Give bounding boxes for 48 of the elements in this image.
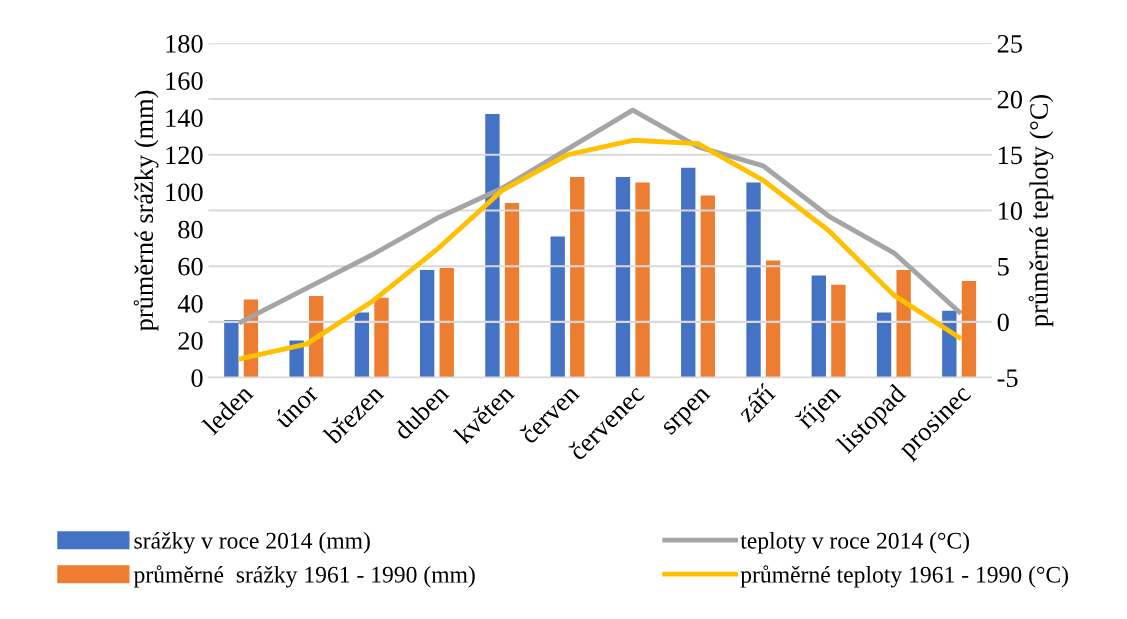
y2-axis-title: průměrné teploty (°C)	[1028, 94, 1054, 327]
bar	[224, 320, 239, 378]
legend-label: průměrné teploty 1961 - 1990 (°C)	[740, 565, 1068, 588]
bar	[700, 195, 716, 378]
y2-tick-label: 10	[998, 202, 1022, 220]
y2-tick-label: 20	[997, 90, 1022, 109]
bar	[635, 182, 650, 378]
bar	[811, 275, 826, 378]
bar	[615, 177, 631, 378]
bar	[896, 269, 911, 378]
bar	[504, 203, 520, 378]
bar	[439, 268, 454, 378]
bar	[485, 113, 500, 378]
bar	[354, 312, 370, 378]
x-tick-label: únor	[272, 382, 320, 430]
y-tick-label: 100	[166, 183, 203, 202]
y2-tick-label: 0	[997, 313, 1009, 332]
bar	[765, 260, 781, 378]
y2-tick-label: 5	[998, 258, 1009, 276]
bar	[681, 167, 696, 378]
bar	[374, 297, 389, 378]
y-tick-label: 0	[191, 369, 203, 388]
y-tick-label: 60	[178, 257, 203, 276]
y-tick-label: 80	[178, 220, 203, 239]
line-series	[238, 107, 962, 325]
y2-tick-label: 15	[998, 146, 1022, 165]
bar	[831, 284, 846, 378]
bar	[746, 182, 761, 378]
bar	[570, 177, 585, 378]
legend-label: srážky v roce 2014 (mm)	[134, 532, 370, 554]
bar	[942, 310, 957, 378]
y-tick-label: 120	[166, 146, 203, 165]
bar	[961, 281, 977, 378]
y-tick-label: 20	[178, 332, 203, 350]
y2-tick-label: 25	[997, 35, 1022, 53]
y2-tick-label: -5	[997, 369, 1018, 388]
y-tick-label: 160	[166, 72, 203, 90]
y-tick-label: 140	[166, 109, 203, 128]
y-axis-title: průměrné srážky (mm)	[133, 90, 159, 331]
bar	[876, 312, 892, 378]
bar	[550, 236, 565, 378]
y-tick-label: 180	[166, 34, 203, 53]
line-series	[238, 137, 962, 362]
bar	[419, 269, 435, 378]
x-tick-label: září	[735, 382, 777, 424]
legend-label: průměrné srážky 1961 - 1990 (mm)	[133, 565, 475, 588]
y-tick-label: 40	[177, 294, 203, 313]
legend-label: teploty v roce 2014 (°C)	[740, 532, 969, 554]
